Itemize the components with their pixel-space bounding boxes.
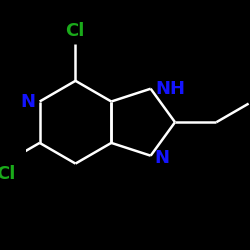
- Text: N: N: [154, 149, 169, 167]
- Text: NH: NH: [155, 80, 185, 98]
- Text: Cl: Cl: [0, 165, 16, 183]
- Text: Cl: Cl: [65, 22, 84, 40]
- Text: N: N: [20, 92, 35, 110]
